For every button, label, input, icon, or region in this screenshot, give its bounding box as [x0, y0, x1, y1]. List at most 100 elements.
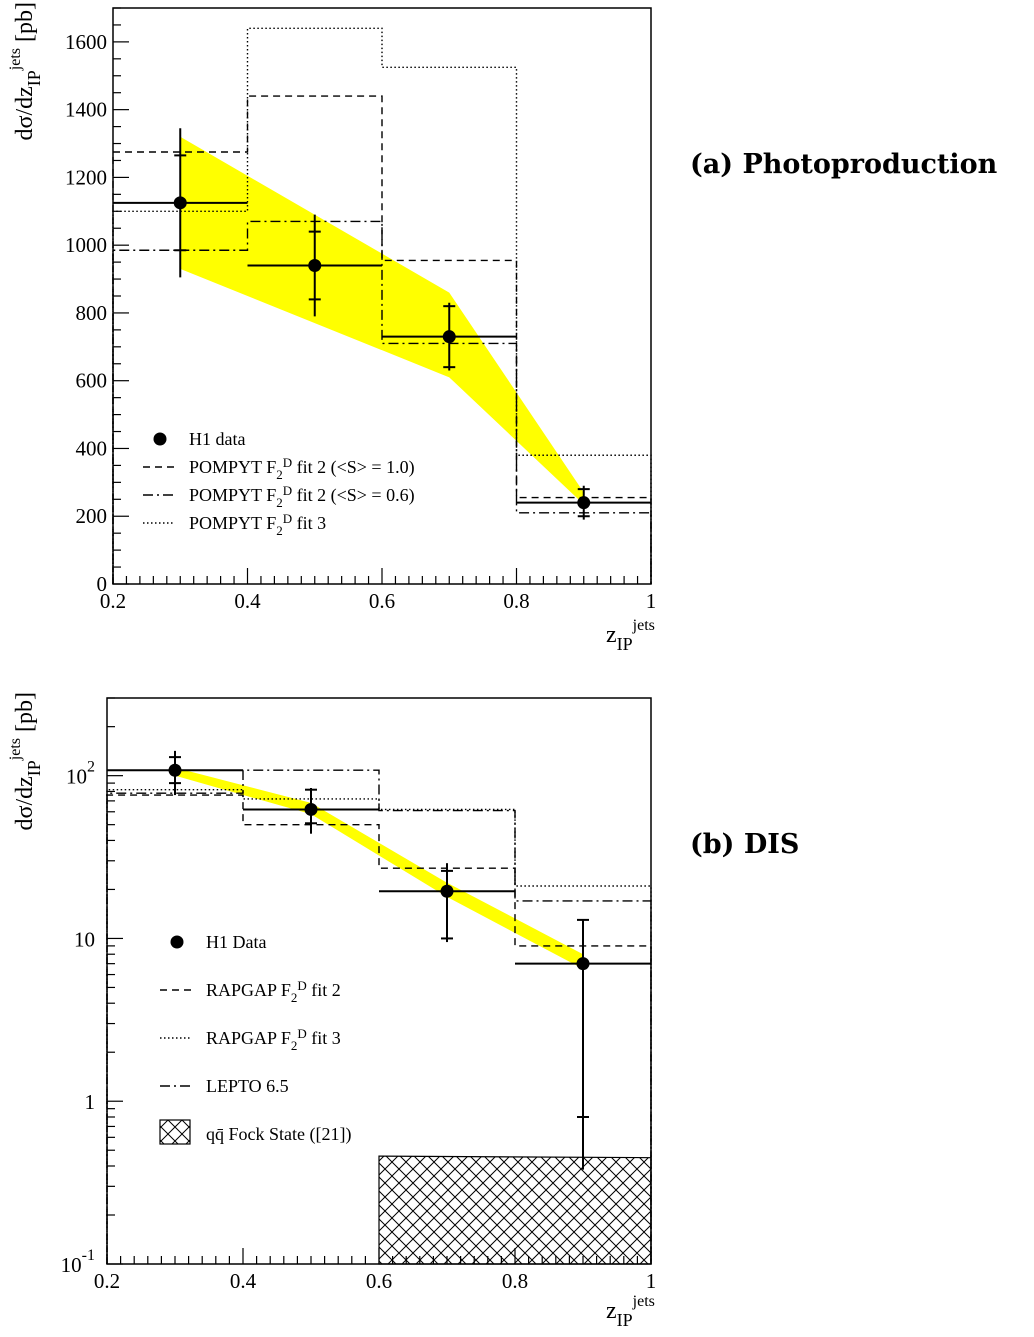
- y-tick-label: 1000: [65, 233, 107, 257]
- legend-label-sup: D: [283, 483, 292, 498]
- y-axis-title-text: dσ/dzIPjets [pb]: [7, 2, 44, 140]
- legend-label-main: RAPGAP F: [206, 1028, 291, 1048]
- x-title-main: z: [606, 1298, 617, 1324]
- legend-label: POMPYT F2D fit 2 (<S> = 1.0): [189, 455, 415, 482]
- legend-label-sup: D: [297, 978, 306, 993]
- x-tick-label: 1: [646, 1269, 657, 1293]
- data-point: [442, 330, 456, 344]
- legend-label-main: RAPGAP F: [206, 980, 291, 1000]
- histogram-dotted: [112, 27, 652, 584]
- y-tick-label: 200: [76, 504, 108, 528]
- y-title-sup: jets: [7, 738, 24, 761]
- tick-base: 10: [61, 1253, 82, 1277]
- y-tick-label: 800: [76, 301, 108, 325]
- legend-label-sub: 2: [276, 495, 283, 510]
- fock-state-hatch: [378, 1155, 652, 1265]
- legend-marker-hatch: [159, 1119, 191, 1145]
- y-tick-label: 1: [85, 1090, 96, 1114]
- y-tick-label: 10-1: [61, 1247, 95, 1277]
- legend-marker-dot: [170, 935, 184, 949]
- y-title-main: dσ/dz: [12, 776, 38, 830]
- legend-label-main: POMPYT F: [189, 457, 276, 477]
- y-title-unit: [pb]: [12, 2, 38, 48]
- y-tick-label: 400: [76, 436, 108, 460]
- legend-label: POMPYT F2D fit 2 (<S> = 0.6): [189, 483, 415, 510]
- fock-state-region: [378, 1155, 652, 1265]
- y-tick-label: 1400: [65, 98, 107, 122]
- x-axis-title-text: zIPjets: [606, 617, 655, 654]
- x-title-sup: jets: [632, 617, 655, 634]
- data-point: [168, 763, 182, 777]
- legend-label-sub: 2: [291, 990, 298, 1005]
- y-tick-label: 1200: [65, 165, 107, 189]
- panel-label: (a) Photoproduction: [690, 149, 998, 180]
- y-title-sup: jets: [7, 48, 24, 71]
- y-title-main: dσ/dz: [12, 86, 38, 140]
- y-title-sub: IP: [24, 760, 44, 776]
- legend-label-rest: fit 3: [292, 513, 326, 533]
- x-tick-label: 0.6: [366, 1269, 392, 1293]
- legend-label: POMPYT F2D fit 3: [189, 511, 326, 538]
- legend-label: RAPGAP F2D fit 2: [206, 978, 341, 1005]
- axis-ticks: 0.2 0.4 0.6 0.8 1 0 200 400 600 800 1000 1200 1400 16…: [65, 7, 657, 613]
- histogram-dotted: [106, 788, 652, 1264]
- y-tick-label: 600: [76, 369, 108, 393]
- data-point: [576, 957, 590, 971]
- y-title-unit: [pb]: [12, 692, 38, 738]
- legend-label-rest: fit 3: [307, 1028, 341, 1048]
- legend-label-sub: 2: [276, 523, 283, 538]
- data-point: [173, 196, 187, 210]
- legend-label-rest: fit 2: [307, 980, 341, 1000]
- x-title-main: z: [606, 622, 617, 648]
- y-axis-title: dσ/dzIPjets [pb]: [7, 692, 44, 830]
- h1-data-points: [107, 750, 651, 1170]
- legend-label-sub: 2: [291, 1038, 298, 1053]
- x-axis-title-text: zIPjets: [606, 1293, 655, 1330]
- x-title-sub: IP: [617, 1310, 633, 1330]
- legend-label-rest: fit 2 (<S> = 0.6): [292, 485, 414, 506]
- data-point: [304, 802, 318, 816]
- y-tick-label: 102: [66, 759, 95, 789]
- legend-marker-dot: [153, 432, 167, 446]
- legend-label-main: qq̄ Fock State ([21]): [206, 1124, 351, 1145]
- legend-label: H1 Data: [206, 932, 266, 952]
- yellow-band: [180, 136, 584, 505]
- legend-label-sup: D: [283, 511, 292, 526]
- legend-label-rest: fit 2 (<S> = 1.0): [292, 457, 414, 478]
- data-point: [577, 496, 591, 510]
- panel-label: (b) DIS: [690, 829, 799, 860]
- tick-exponent: -1: [82, 1247, 95, 1264]
- legend-label: LEPTO 6.5: [206, 1076, 289, 1096]
- legend-label: RAPGAP F2D fit 3: [206, 1026, 341, 1053]
- y-axis-title: dσ/dzIPjets [pb]: [7, 2, 44, 140]
- y-axis-title-text: dσ/dzIPjets [pb]: [7, 692, 44, 830]
- y-tick-label: 10: [74, 927, 95, 951]
- y-tick-label: 1600: [65, 30, 107, 54]
- data-point: [440, 884, 454, 898]
- x-tick-label: 1: [646, 589, 657, 613]
- tick-exponent: 2: [87, 759, 95, 776]
- panel-photoproduction: 0.2 0.4 0.6 0.8 1 0 200 400 600 800 1000 1200 1400 16…: [7, 2, 998, 654]
- x-tick-label: 0.2: [100, 589, 126, 613]
- x-tick-label: 0.6: [369, 589, 395, 613]
- legend-label-sup: D: [283, 455, 292, 470]
- x-tick-label: 0.4: [234, 589, 261, 613]
- h1-data-points: [113, 128, 651, 520]
- tick-base: 10: [66, 765, 87, 789]
- x-axis-title: zIPjets: [606, 1293, 655, 1330]
- x-title-sup: jets: [632, 1293, 655, 1310]
- legend-label-main: POMPYT F: [189, 513, 276, 533]
- y-tick-label: 0: [97, 572, 108, 596]
- x-tick-label: 0.8: [502, 1269, 528, 1293]
- x-tick-label: 0.8: [503, 589, 529, 613]
- legend-label-main: LEPTO 6.5: [206, 1076, 289, 1096]
- legend-label-sub: 2: [276, 467, 283, 482]
- legend-label-main: H1 Data: [206, 932, 266, 952]
- data-point: [308, 259, 322, 273]
- x-axis-title: zIPjets: [606, 617, 655, 654]
